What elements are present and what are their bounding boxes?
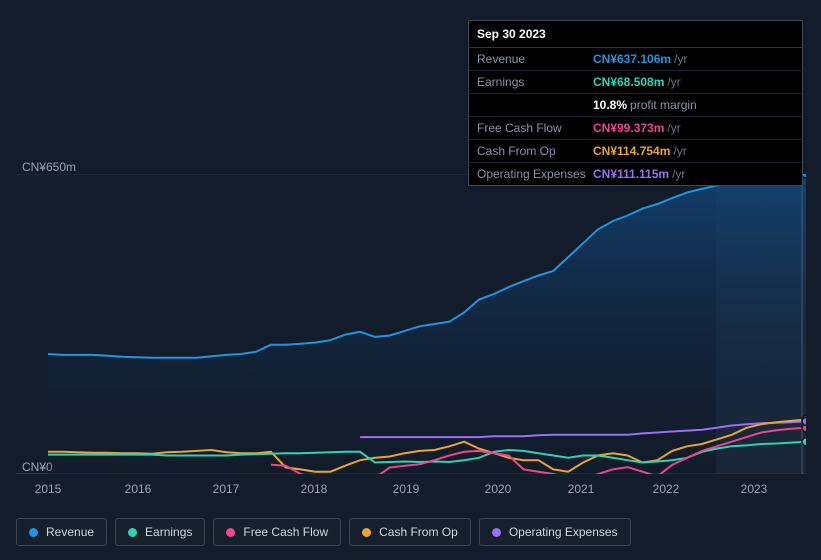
legend-label: Earnings xyxy=(145,525,192,539)
tooltip-label: Free Cash Flow xyxy=(477,121,593,135)
tooltip-row-fcf: Free Cash Flow CN¥99.373m /yr xyxy=(469,117,802,140)
legend-item[interactable]: Revenue xyxy=(16,518,107,546)
tooltip-value: CN¥637.106m xyxy=(593,52,671,66)
tooltip-unit: /yr xyxy=(673,144,686,158)
tooltip-unit: /yr xyxy=(667,75,680,89)
tooltip-row-earnings: Earnings CN¥68.508m /yr xyxy=(469,71,802,94)
chart-tooltip: Sep 30 2023 Revenue CN¥637.106m /yr Earn… xyxy=(468,20,803,186)
x-axis-label: 2018 xyxy=(301,482,328,496)
y-axis-max-label: CN¥650m xyxy=(22,160,76,174)
tooltip-row-revenue: Revenue CN¥637.106m /yr xyxy=(469,48,802,71)
legend-label: Operating Expenses xyxy=(509,525,618,539)
tooltip-row-cashop: Cash From Op CN¥114.754m /yr xyxy=(469,140,802,163)
legend-dot-icon xyxy=(362,528,371,537)
legend-item[interactable]: Free Cash Flow xyxy=(213,518,341,546)
tooltip-row-opex: Operating Expenses CN¥111.115m /yr xyxy=(469,163,802,185)
chart-area[interactable] xyxy=(16,174,806,474)
x-axis-label: 2021 xyxy=(568,482,595,496)
legend-label: Free Cash Flow xyxy=(243,525,328,539)
x-axis-label: 2016 xyxy=(125,482,152,496)
tooltip-row-margin: 10.8% profit margin xyxy=(469,94,802,117)
legend-item[interactable]: Earnings xyxy=(115,518,205,546)
tooltip-value: CN¥68.508m xyxy=(593,75,664,89)
tooltip-label: Cash From Op xyxy=(477,144,593,158)
legend-item[interactable]: Cash From Op xyxy=(349,518,471,546)
tooltip-date: Sep 30 2023 xyxy=(469,21,802,48)
x-axis-label: 2020 xyxy=(485,482,512,496)
x-axis-label: 2019 xyxy=(393,482,420,496)
legend-dot-icon xyxy=(128,528,137,537)
x-axis-label: 2017 xyxy=(213,482,240,496)
tooltip-unit: /yr xyxy=(674,52,687,66)
tooltip-label: Revenue xyxy=(477,52,593,66)
legend-label: Cash From Op xyxy=(379,525,458,539)
legend: Revenue Earnings Free Cash Flow Cash From O… xyxy=(16,518,631,546)
legend-label: Revenue xyxy=(46,525,94,539)
x-axis-label: 2015 xyxy=(35,482,62,496)
x-axis-label: 2022 xyxy=(653,482,680,496)
legend-dot-icon xyxy=(492,528,501,537)
legend-item[interactable]: Operating Expenses xyxy=(479,518,631,546)
tooltip-value: CN¥111.115m xyxy=(593,167,669,181)
tooltip-value: CN¥114.754m xyxy=(593,144,670,158)
tooltip-unit: /yr xyxy=(667,121,680,135)
x-axis-label: 2023 xyxy=(741,482,768,496)
tooltip-label: Earnings xyxy=(477,75,593,89)
tooltip-label: Operating Expenses xyxy=(477,167,593,181)
tooltip-unit: /yr xyxy=(672,167,685,181)
legend-dot-icon xyxy=(29,528,38,537)
tooltip-value: CN¥99.373m xyxy=(593,121,664,135)
tooltip-margin-text: profit margin xyxy=(630,98,697,112)
tooltip-label xyxy=(477,98,593,112)
chart-svg xyxy=(16,174,806,474)
tooltip-margin-value: 10.8% xyxy=(593,98,627,112)
legend-dot-icon xyxy=(226,528,235,537)
